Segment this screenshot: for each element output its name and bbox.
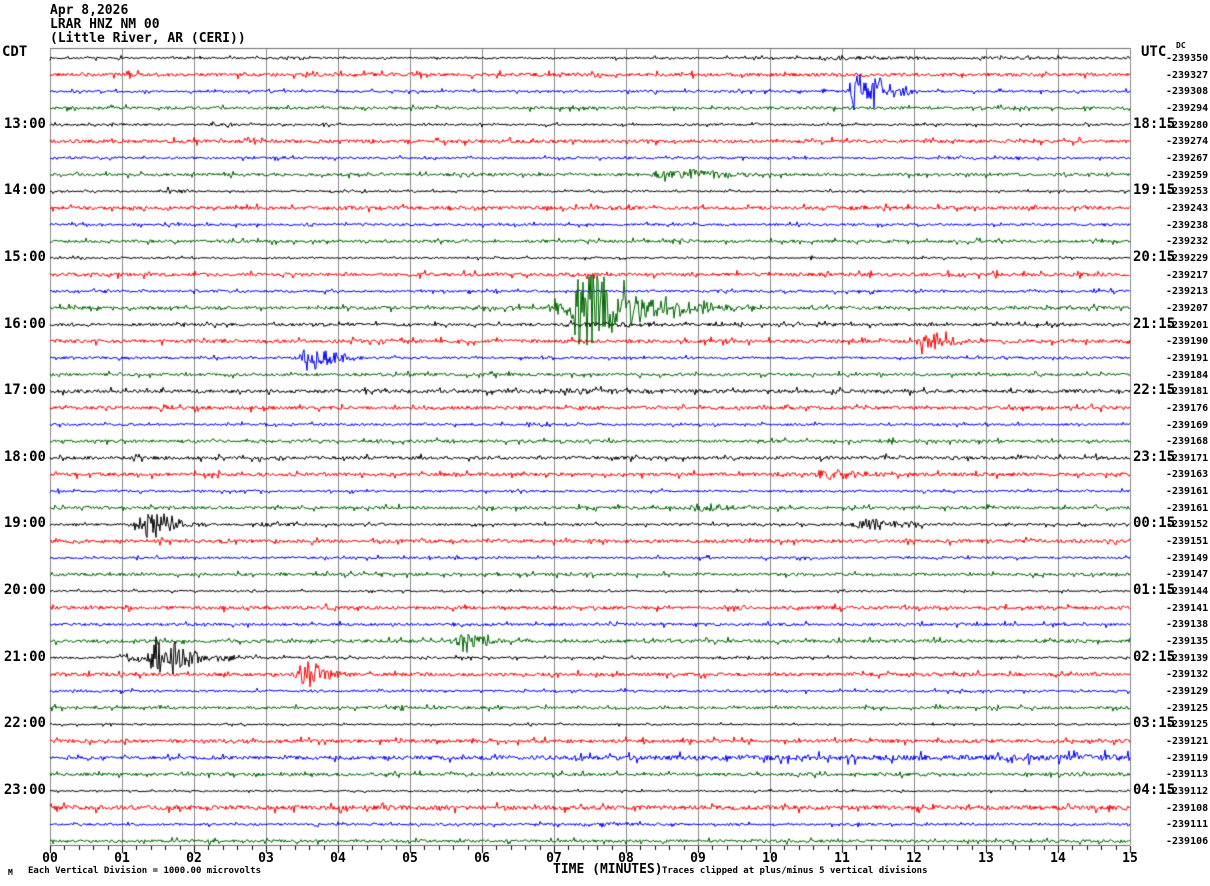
x-tick-label: 04 (330, 851, 346, 866)
dc-value: -239161 (1166, 502, 1209, 514)
dc-value: -239144 (1166, 586, 1209, 598)
dc-value: -239308 (1166, 86, 1209, 98)
dc-value: -239176 (1166, 402, 1209, 414)
dc-value: -239106 (1166, 836, 1209, 847)
utc-hour-label: 03:15 (1133, 715, 1176, 732)
cdt-hour-label: 20:00 (3, 582, 46, 599)
dc-value: -239149 (1166, 552, 1209, 564)
cdt-hour-label: 21:00 (3, 648, 46, 665)
x-tick-label: 08 (618, 851, 634, 866)
corner-glyph: M (8, 868, 13, 877)
x-axis-title: TIME (MINUTES) (553, 862, 663, 877)
utc-hour-label: 18:15 (1133, 115, 1176, 132)
x-tick-label: 03 (258, 851, 274, 866)
utc-hour-label: 02:15 (1133, 648, 1176, 665)
dc-value: -239169 (1166, 419, 1209, 431)
dc-value: -239111 (1166, 819, 1209, 831)
dc-value: -239108 (1166, 802, 1209, 814)
cdt-hour-label: 19:00 (3, 515, 46, 532)
x-tick-label: 12 (906, 851, 922, 866)
vertical-scale-note: Each Vertical Division = 1000.00 microvo… (28, 866, 261, 876)
header-station: LRAR HNZ NM 00 (50, 17, 160, 32)
dc-value: -239294 (1166, 102, 1209, 114)
left-timezone-label: CDT (2, 44, 28, 60)
cdt-hour-label: 14:00 (3, 182, 46, 199)
dc-value: -239125 (1166, 719, 1209, 731)
clip-note: Traces clipped at plus/minus 5 vertical … (662, 866, 928, 876)
dc-value: -239238 (1166, 219, 1209, 231)
utc-hour-label: 19:15 (1133, 182, 1176, 199)
dc-value: -239113 (1166, 769, 1209, 781)
x-tick-label: 09 (690, 851, 706, 866)
dc-value: -239171 (1166, 452, 1209, 464)
dc-value: -239280 (1166, 119, 1209, 131)
dc-value: -239139 (1166, 652, 1209, 664)
dc-value: -239161 (1166, 486, 1209, 498)
dc-value: -239181 (1166, 386, 1209, 398)
dc-value: -239190 (1166, 336, 1209, 348)
dc-value: -239138 (1166, 619, 1209, 631)
dc-value: -239253 (1166, 186, 1209, 198)
dc-value: -239350 (1166, 53, 1209, 64)
utc-hour-label: 01:15 (1133, 582, 1176, 599)
utc-hour-label: 21:15 (1133, 315, 1176, 332)
dc-value: -239259 (1166, 169, 1209, 181)
x-tick-label: 15 (1122, 851, 1138, 866)
dc-value: -239119 (1166, 752, 1209, 764)
dc-value: -239132 (1166, 669, 1209, 681)
cdt-hour-label: 23:00 (3, 782, 46, 799)
dc-value: -239327 (1166, 69, 1209, 81)
dc-value: -239213 (1166, 286, 1209, 298)
x-tick-label: 14 (1050, 851, 1066, 866)
dc-value: -239243 (1166, 202, 1209, 214)
dc-value: -239217 (1166, 269, 1209, 281)
dc-value: -239147 (1166, 569, 1209, 581)
cdt-hour-label: 22:00 (3, 715, 46, 732)
cdt-hour-label: 17:00 (3, 382, 46, 399)
dc-value: -239152 (1166, 519, 1209, 531)
dc-value: -239274 (1166, 136, 1209, 148)
dc-value: -239135 (1166, 636, 1209, 648)
x-tick-label: 10 (762, 851, 778, 866)
dc-value: -239125 (1166, 702, 1209, 714)
cdt-hour-label: 18:00 (3, 448, 46, 465)
dc-column-label: DC (1176, 41, 1186, 50)
utc-hour-label: 22:15 (1133, 382, 1176, 399)
dc-value: -239191 (1166, 352, 1209, 364)
dc-value: -239121 (1166, 736, 1209, 748)
utc-hour-label: 23:15 (1133, 448, 1176, 465)
x-tick-label: 02 (186, 851, 202, 866)
cdt-hour-label: 16:00 (3, 315, 46, 332)
header-location: (Little River, AR (CERI)) (50, 31, 246, 46)
x-tick-label: 06 (474, 851, 490, 866)
dc-value: -239184 (1166, 369, 1209, 381)
dc-value: -239151 (1166, 536, 1209, 548)
utc-hour-label: 20:15 (1133, 248, 1176, 265)
dc-value: -239229 (1166, 252, 1209, 264)
dc-value: -239207 (1166, 302, 1209, 314)
utc-hour-label: 00:15 (1133, 515, 1176, 532)
x-tick-label: 00 (42, 851, 58, 866)
dc-value: -239129 (1166, 686, 1209, 698)
cdt-hour-label: 13:00 (3, 115, 46, 132)
utc-hour-label: 04:15 (1133, 782, 1176, 799)
header-date: Apr 8,2026 (50, 3, 129, 18)
dc-value: -239112 (1166, 786, 1209, 798)
x-tick-label: 13 (978, 851, 994, 866)
dc-value: -239201 (1166, 319, 1209, 331)
dc-value: -239163 (1166, 469, 1209, 481)
cdt-hour-label: 15:00 (3, 248, 46, 265)
x-tick-label: 07 (546, 851, 562, 866)
dc-value: -239168 (1166, 436, 1209, 448)
x-tick-label: 01 (114, 851, 130, 866)
dc-value: -239267 (1166, 152, 1209, 164)
dc-value: -239232 (1166, 236, 1209, 248)
x-tick-label: 11 (834, 851, 850, 866)
right-timezone-label: UTC (1141, 44, 1167, 60)
x-tick-label: 05 (402, 851, 418, 866)
dc-value: -239141 (1166, 602, 1209, 614)
